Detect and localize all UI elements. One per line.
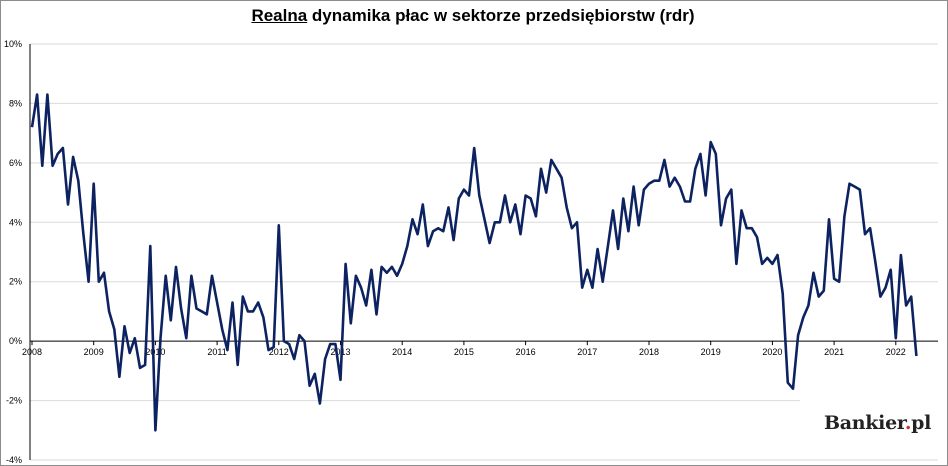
x-tick-label: 2008	[22, 347, 42, 357]
x-tick-label: 2022	[886, 347, 906, 357]
x-tick-label: 2020	[762, 347, 782, 357]
chart-title: Realna dynamika płac w sektorze przedsię…	[0, 6, 946, 26]
logo-tld: pl	[911, 412, 932, 434]
x-tick-label: 2019	[701, 347, 721, 357]
y-tick-label: 6%	[9, 158, 22, 168]
x-tick-label: 2017	[577, 347, 597, 357]
y-tick-label: 4%	[9, 217, 22, 227]
bankier-logo: Bankier.pl	[824, 412, 931, 434]
y-tick-label: 10%	[4, 39, 22, 49]
x-tick-label: 2012	[269, 347, 289, 357]
x-tick-label: 2018	[639, 347, 659, 357]
y-tick-label: -2%	[6, 396, 22, 406]
x-tick-label: 2015	[454, 347, 474, 357]
series-line	[30, 93, 918, 432]
logo-name: Bankier	[824, 412, 905, 434]
chart-title-rest: dynamika płac w sektorze przedsiębiorstw…	[307, 6, 695, 25]
x-tick-label: 2014	[392, 347, 412, 357]
y-tick-label: 2%	[9, 277, 22, 287]
x-tick-label: 2021	[824, 347, 844, 357]
y-tick-label: -4%	[6, 455, 22, 465]
x-tick-label: 2016	[516, 347, 536, 357]
x-tick-label: 2011	[207, 347, 226, 357]
x-tick-label: 2009	[84, 347, 104, 357]
y-tick-label: 8%	[9, 98, 22, 108]
chart-title-underlined: Realna	[251, 6, 308, 25]
logo-dot: .	[904, 412, 912, 434]
y-tick-label: 0%	[9, 336, 22, 346]
x-tick-label: 2010	[145, 347, 165, 357]
